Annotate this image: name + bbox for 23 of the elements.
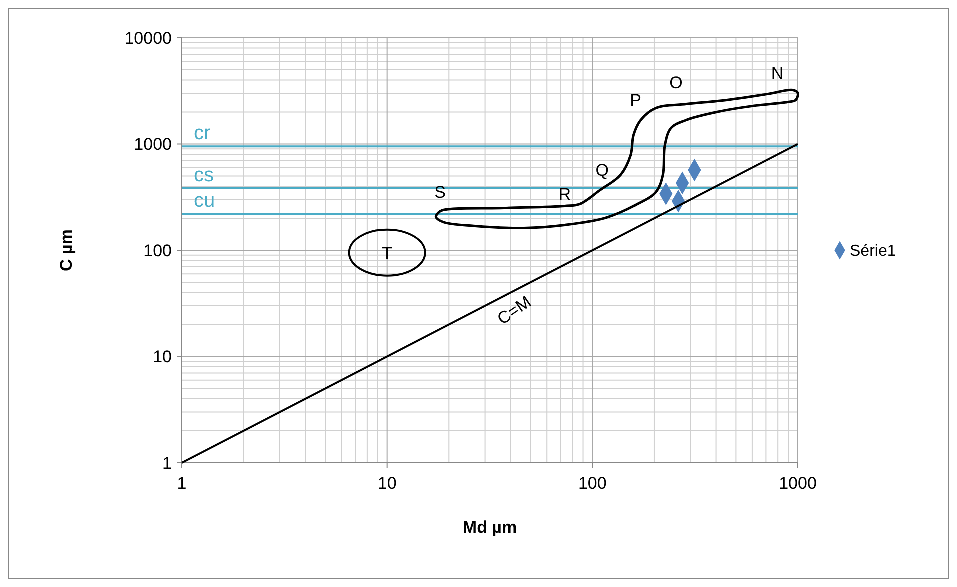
annotation: N [771, 64, 784, 84]
y-tick-label: 1 [162, 454, 172, 473]
ref-line-label: cs [194, 164, 214, 186]
x-tick-label: 100 [578, 474, 607, 493]
ref-line-label: cu [194, 190, 216, 212]
x-tick-label: 1000 [779, 474, 817, 493]
y-tick-label: 100 [144, 241, 172, 260]
annotation: C=M [494, 292, 535, 329]
x-tick-label: 10 [378, 474, 397, 493]
ref-line-label: cr [194, 122, 211, 145]
x-axis-title: Md µm [462, 518, 518, 537]
annotation: R [558, 185, 572, 204]
x-tick-label: 1 [177, 474, 187, 493]
y-tick-label: 10000 [124, 28, 172, 48]
annotation: S [434, 183, 446, 202]
y-axis-title: C µm [57, 230, 76, 272]
legend-label: Série1 [850, 243, 896, 260]
annotation: Q [596, 161, 609, 180]
y-tick-label: 10 [153, 348, 172, 367]
y-tick-label: 1000 [134, 135, 172, 154]
annotation: O [670, 74, 683, 93]
annotation: T [382, 244, 393, 263]
annotation: P [630, 91, 642, 110]
